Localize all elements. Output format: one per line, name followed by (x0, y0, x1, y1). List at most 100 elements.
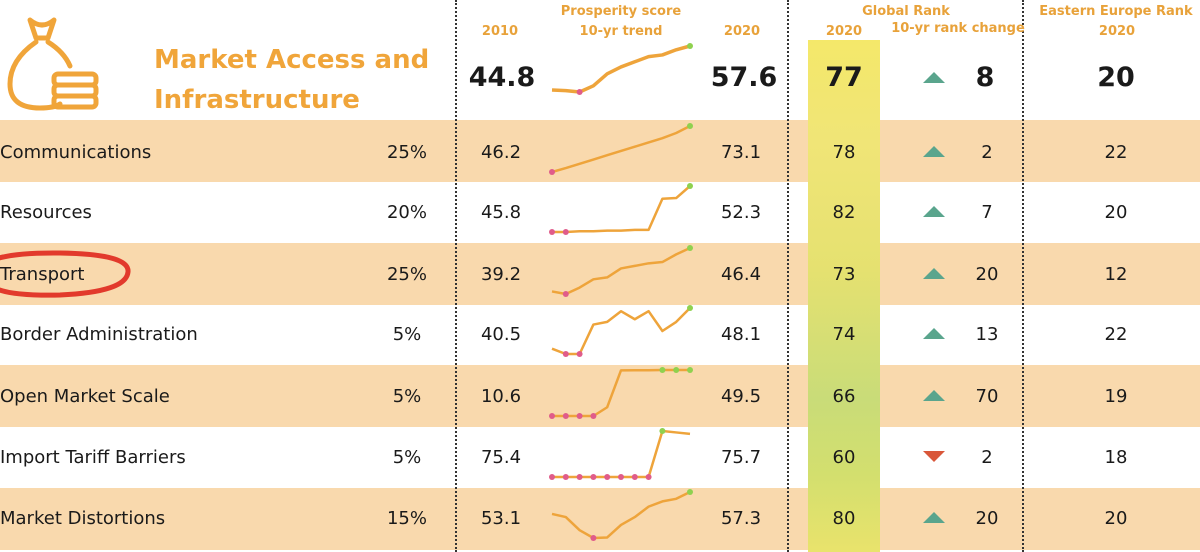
score-2010: 53.1 (480, 508, 522, 529)
trend-min-marker (562, 291, 569, 297)
score-2020: 57.3 (720, 508, 762, 529)
score-2020: 75.7 (720, 447, 762, 468)
rank-change-up-arrow-icon (923, 512, 945, 523)
score-2020: 46.4 (720, 264, 762, 285)
trend-max-marker (673, 367, 680, 373)
trend-min-marker (590, 474, 597, 480)
trend-sparkline (551, 489, 693, 541)
score-2010: 39.2 (480, 264, 522, 285)
score-2010: 10.6 (480, 386, 522, 407)
global-rank-2020: 74 (832, 324, 856, 345)
rank-change-up-arrow-icon (923, 390, 945, 401)
global-rank-2020: 78 (832, 142, 856, 163)
score-2020: 49.5 (720, 386, 762, 407)
trend-min-marker (618, 474, 624, 480)
global-rank-2020: 80 (832, 508, 856, 529)
indicator-weight: 5% (392, 447, 422, 468)
score-2020: 73.1 (720, 142, 762, 163)
header-2020: 2020 (723, 24, 761, 39)
ee-rank-2020: 19 (1104, 386, 1128, 407)
annotation-circle (0, 250, 131, 298)
summary-ee-rank: 20 (1097, 62, 1135, 93)
trend-min-marker (549, 413, 555, 419)
header-ee-2020: 2020 (1098, 24, 1136, 39)
indicator-name: Open Market Scale (0, 386, 170, 407)
rank-change-value: 2 (981, 142, 993, 163)
rank-change-value: 70 (975, 386, 999, 407)
title-line-2: Infrastructure (154, 85, 360, 115)
trend-max-marker (687, 305, 693, 311)
trend-min-marker (645, 474, 652, 480)
trend-min-marker (549, 474, 555, 480)
summary-rank-2020: 77 (825, 62, 863, 93)
trend-min-marker (562, 351, 569, 357)
trend-min-marker (631, 474, 638, 480)
rank-change-down-arrow-icon (923, 451, 945, 462)
global-rank-2020: 82 (832, 202, 856, 223)
indicator-name: Communications (0, 142, 152, 163)
rank-change-value: 20 (975, 264, 999, 285)
trend-min-marker (562, 413, 569, 419)
trend-min-marker (549, 229, 555, 235)
separator-line (455, 0, 457, 552)
global-rank-2020: 66 (832, 386, 856, 407)
rank-change-up-arrow-icon (923, 146, 945, 157)
separator-line (787, 0, 789, 552)
rank-change-value: 2 (981, 447, 993, 468)
trend-min-marker (576, 89, 583, 95)
trend-line (552, 185, 691, 234)
indicator-weight: 5% (392, 324, 422, 345)
score-2020: 52.3 (720, 202, 762, 223)
header-prosperity-score: Prosperity score (560, 4, 682, 19)
summary-score-2020: 57.6 (710, 62, 778, 93)
trend-line (551, 307, 691, 356)
global-rank-2020: 73 (832, 264, 856, 285)
trend-line (551, 124, 691, 174)
rank-change-up-arrow-icon (923, 206, 945, 217)
trend-min-marker (562, 474, 569, 480)
score-2010: 46.2 (480, 142, 522, 163)
indicator-weight: 20% (386, 202, 427, 223)
global-rank-2020: 60 (832, 447, 856, 468)
trend-sparkline (549, 183, 693, 235)
ee-rank-2020: 12 (1104, 264, 1128, 285)
ee-rank-2020: 22 (1104, 142, 1128, 163)
trend-min-marker (590, 413, 597, 419)
header-rank-change: 10-yr rank change (891, 21, 1025, 36)
header-2010: 2010 (481, 24, 519, 39)
indicator-name: Import Tariff Barriers (0, 447, 186, 468)
header-ee-rank: Eastern Europe Rank (1039, 4, 1193, 19)
trend-min-marker (562, 229, 569, 235)
rank-change-value: 20 (975, 508, 999, 529)
trend-line (551, 490, 691, 540)
trend-min-marker (590, 535, 597, 541)
trend-min-marker (576, 474, 583, 480)
summary-trend-sparkline (551, 43, 693, 95)
rank-change-up-arrow-icon (923, 268, 945, 279)
ee-rank-2020: 22 (1104, 324, 1128, 345)
score-2010: 45.8 (480, 202, 522, 223)
trend-max-marker (659, 428, 666, 434)
separator-line (1022, 0, 1024, 552)
trend-sparkline (549, 367, 693, 419)
summary-rank-change: 8 (975, 62, 995, 93)
row-band-open-market-scale (0, 365, 1200, 427)
row-band-transport (0, 243, 1200, 305)
indicator-name: Transport (0, 264, 85, 285)
trend-line (551, 44, 691, 94)
trend-line (551, 246, 691, 296)
trend-line (552, 429, 691, 479)
row-band-communications (0, 120, 1200, 182)
score-2010: 40.5 (480, 324, 522, 345)
ee-rank-2020: 20 (1104, 508, 1128, 529)
summary-score-2010: 44.8 (468, 62, 536, 93)
trend-max-marker (659, 367, 666, 373)
indicator-name: Market Distortions (0, 508, 166, 529)
indicator-weight: 5% (392, 386, 422, 407)
trend-max-marker (687, 43, 693, 49)
trend-max-marker (687, 183, 693, 189)
rank-change-up-arrow-icon (923, 72, 945, 83)
rank-change-value: 13 (975, 324, 999, 345)
title-line-1: Market Access and (154, 45, 430, 75)
header-global-rank: Global Rank (862, 4, 950, 19)
